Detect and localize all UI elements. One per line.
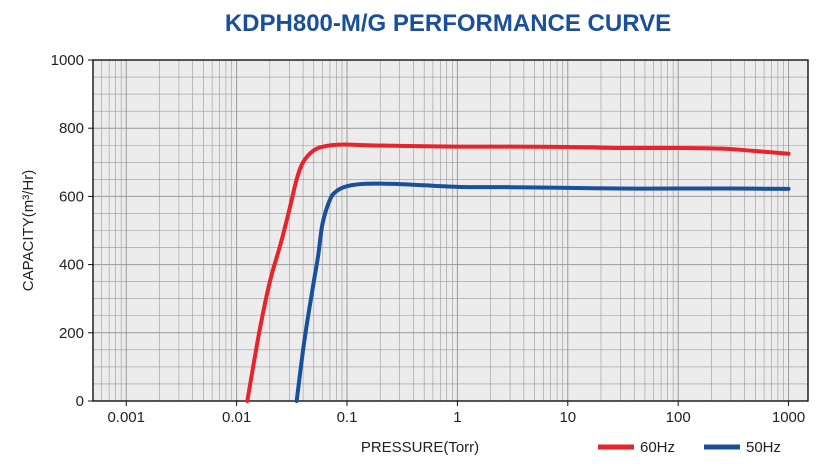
chart-title: KDPH800-M/G PERFORMANCE CURVE <box>225 10 671 37</box>
x-axis-label: PRESSURE(Torr) <box>361 439 479 456</box>
y-tick-label: 400 <box>59 257 84 274</box>
y-tick-label: 0 <box>76 393 84 410</box>
y-tick-label: 200 <box>59 325 84 342</box>
legend-label-0: 60Hz <box>640 439 675 456</box>
x-tick-label: 0.1 <box>337 409 358 426</box>
legend-label-1: 50Hz <box>746 439 781 456</box>
series-line-1 <box>294 181 791 403</box>
y-tick-label: 1000 <box>51 52 84 69</box>
plot-border <box>92 59 809 402</box>
series-line-0 <box>245 142 791 403</box>
y-tick-label: 800 <box>59 120 84 137</box>
legend: 60Hz 50Hz <box>598 439 781 456</box>
x-tick-label: 0.01 <box>222 409 251 426</box>
series-lines <box>245 142 791 403</box>
x-axis-ticks: 0.001 0.01 0.1 1 10 100 1000 <box>107 401 805 426</box>
x-tick-label: 100 <box>666 409 691 426</box>
y-tick-label: 600 <box>59 188 84 205</box>
x-tick-label: 1000 <box>772 409 805 426</box>
y-axis-ticks: 0 200 400 600 800 1000 <box>51 52 93 410</box>
x-tick-label: 0.001 <box>107 409 145 426</box>
x-tick-label: 10 <box>559 409 576 426</box>
x-tick-label: 1 <box>453 409 461 426</box>
y-axis-label: CAPACITY(m³/Hr) <box>20 170 37 291</box>
grid-lines <box>92 59 809 402</box>
